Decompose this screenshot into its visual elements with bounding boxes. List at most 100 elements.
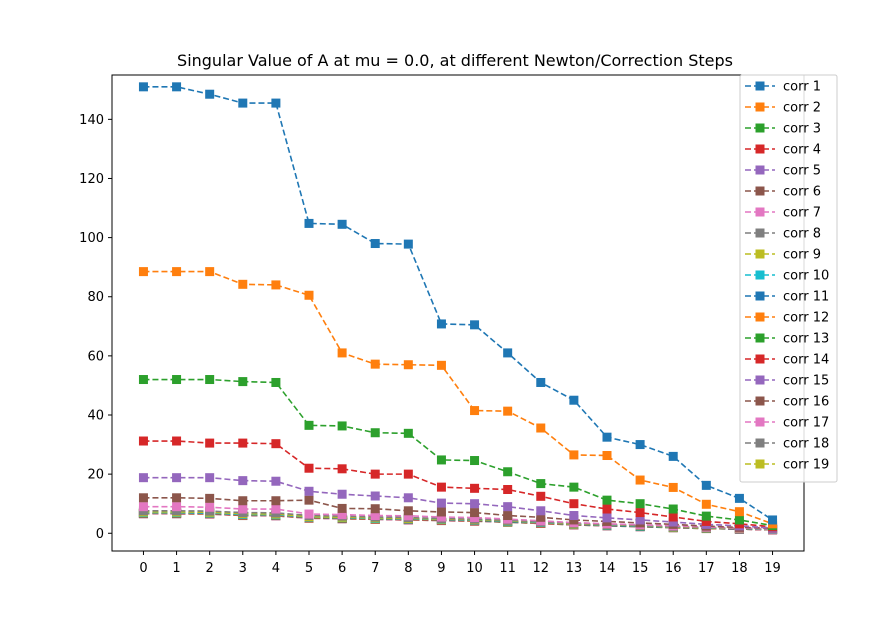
legend-entry: corr 18 [745, 437, 829, 452]
data-point [370, 239, 380, 249]
data-point [172, 493, 182, 503]
legend-label: corr 17 [783, 416, 829, 431]
data-point [536, 491, 546, 501]
data-point [734, 515, 744, 525]
data-point [337, 510, 347, 520]
data-point [436, 507, 446, 517]
legend-entry: corr 19 [745, 458, 829, 473]
series-line [143, 496, 773, 530]
data-point [734, 507, 744, 517]
y-tick-label: 120 [79, 172, 104, 187]
data-point [403, 511, 413, 521]
data-point [271, 98, 281, 108]
data-point [337, 464, 347, 474]
legend-entry: corr 4 [745, 143, 821, 158]
legend-label: corr 4 [783, 143, 821, 158]
legend-label: corr 3 [783, 122, 821, 137]
series-1 [138, 82, 778, 525]
data-point [337, 421, 347, 431]
data-point [403, 506, 413, 516]
data-point [602, 504, 612, 514]
data-point [304, 509, 314, 519]
data-point [569, 450, 579, 460]
legend-marker [755, 81, 765, 91]
data-point [205, 89, 215, 99]
data-point [205, 473, 215, 483]
legend-marker [755, 438, 765, 448]
legend-label: corr 2 [783, 101, 821, 116]
series-line [143, 270, 773, 525]
data-point [172, 267, 182, 277]
data-point [536, 479, 546, 489]
data-point [271, 377, 281, 387]
data-point [602, 451, 612, 461]
legend-marker [755, 123, 765, 133]
data-point [635, 515, 645, 525]
legend-label: corr 14 [783, 353, 829, 368]
data-point [138, 493, 148, 503]
legend-marker [755, 459, 765, 469]
data-point [768, 515, 778, 525]
data-point [734, 493, 744, 503]
data-point [503, 406, 513, 416]
x-tick-label: 6 [338, 561, 346, 576]
data-point [569, 395, 579, 405]
legend-label: corr 19 [783, 458, 829, 473]
legend-label: corr 15 [783, 374, 829, 389]
legend-entry: corr 11 [745, 290, 829, 305]
series-line [143, 476, 773, 529]
series-2 [138, 267, 778, 529]
data-point [138, 375, 148, 385]
x-tick-label: 19 [764, 561, 781, 576]
data-point [304, 420, 314, 430]
data-point [403, 469, 413, 479]
legend-marker [755, 165, 765, 175]
data-point [337, 503, 347, 513]
legend-label: corr 16 [783, 395, 829, 410]
legend-label: corr 1 [783, 80, 821, 95]
series-line [143, 378, 773, 527]
x-tick-label: 5 [305, 561, 313, 576]
data-point [701, 499, 711, 509]
x-tick-label: 9 [437, 561, 445, 576]
data-point [470, 456, 480, 466]
legend-marker [755, 354, 765, 364]
data-point [205, 267, 215, 277]
y-tick-label: 40 [87, 409, 104, 424]
legend-entry: corr 13 [745, 332, 829, 347]
data-point [701, 480, 711, 490]
data-point [470, 508, 480, 518]
legend-label: corr 5 [783, 164, 821, 179]
legend-label: corr 9 [783, 248, 821, 263]
legend-marker [755, 333, 765, 343]
data-point [569, 482, 579, 492]
data-point [470, 320, 480, 330]
legend-marker [755, 249, 765, 259]
series-5 [138, 473, 778, 533]
legend-entry: corr 7 [745, 206, 821, 221]
data-point [668, 512, 678, 522]
data-point [238, 504, 248, 514]
data-point [238, 377, 248, 387]
data-point [436, 498, 446, 508]
legend-entry: corr 15 [745, 374, 829, 389]
data-point [470, 483, 480, 493]
y-tick-label: 0 [96, 527, 104, 542]
x-tick-label: 15 [632, 561, 649, 576]
legend-label: corr 8 [783, 227, 821, 242]
data-point [470, 406, 480, 416]
data-point [403, 428, 413, 438]
data-point [238, 98, 248, 108]
data-point [370, 511, 380, 521]
data-point [436, 455, 446, 465]
legend-entry: corr 14 [745, 353, 829, 368]
legend-marker [755, 228, 765, 238]
data-point [436, 360, 446, 370]
legend-entry: corr 5 [745, 164, 821, 179]
data-point [271, 280, 281, 290]
data-point [470, 499, 480, 509]
data-point [138, 267, 148, 277]
x-tick-label: 16 [665, 561, 682, 576]
